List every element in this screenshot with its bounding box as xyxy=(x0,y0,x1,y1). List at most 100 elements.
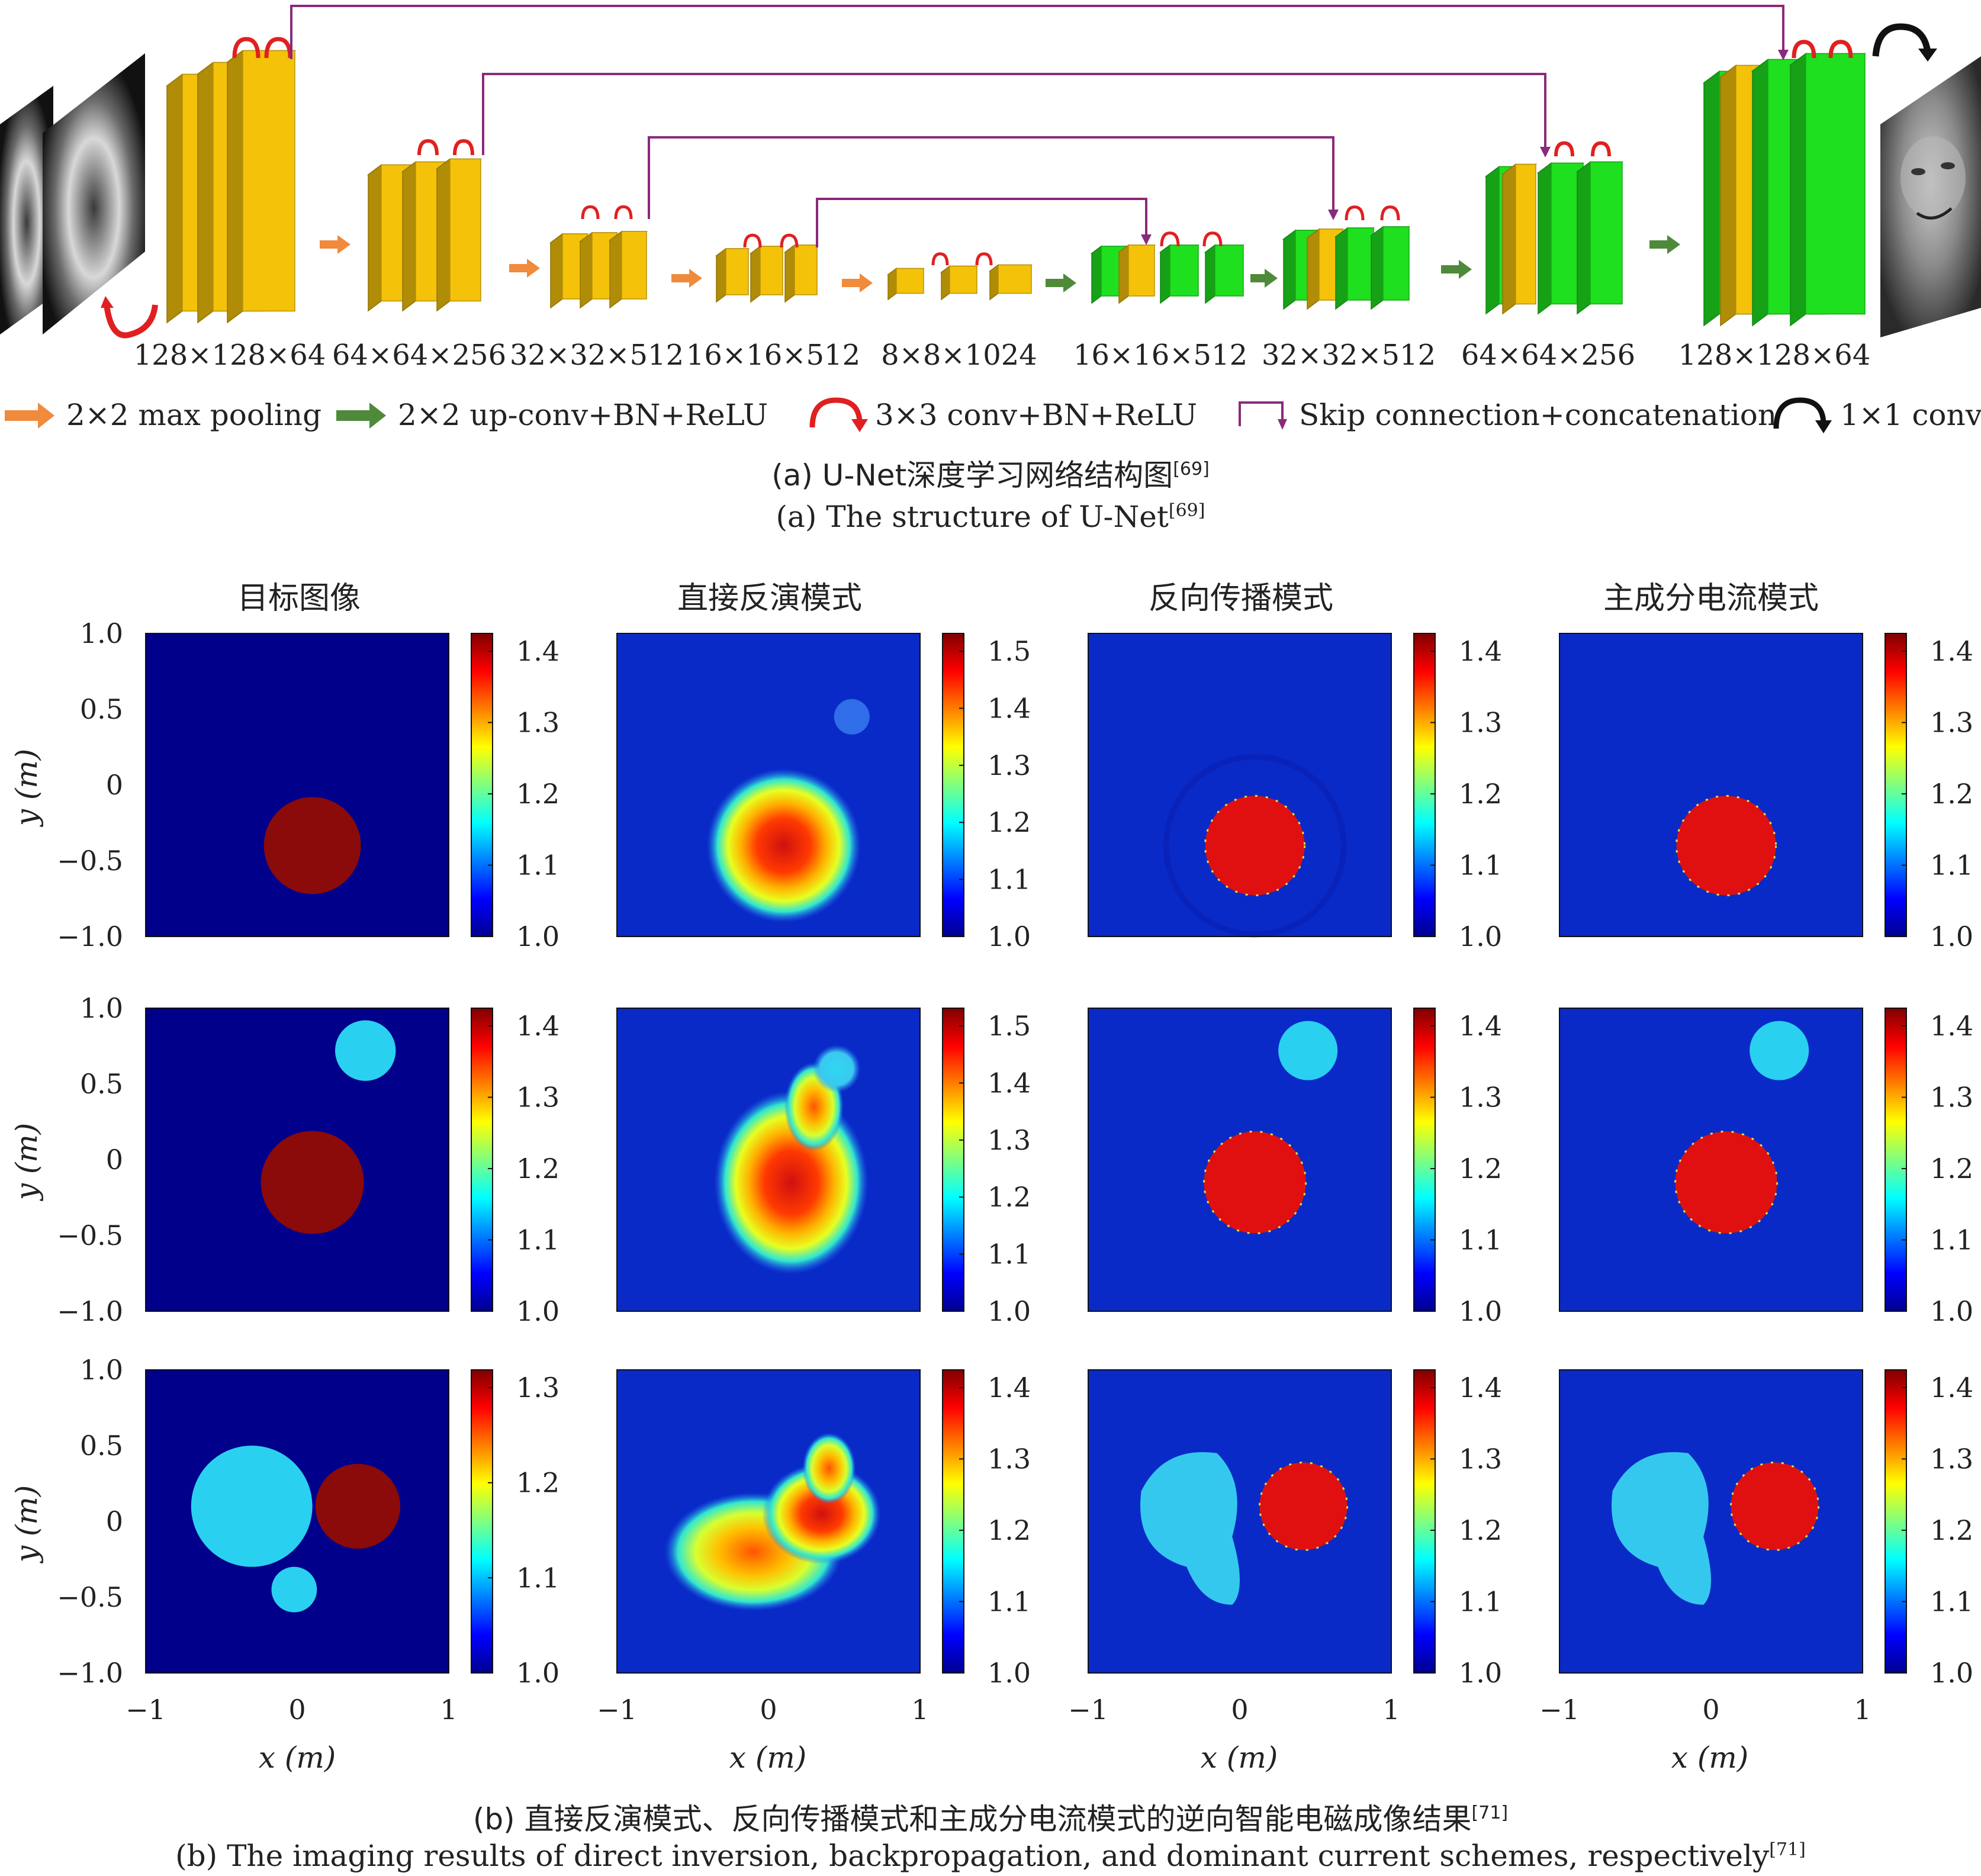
caption-b-en: (b) The imaging results of direct invers… xyxy=(175,1839,1806,1873)
max-pooling-arrow-icon xyxy=(509,259,540,278)
result-panel xyxy=(145,1008,449,1312)
conv-arc-icon xyxy=(264,37,292,59)
reconstruction-blob xyxy=(762,1463,881,1565)
result-panels: 1.41.31.21.11.01.51.41.31.21.11.01.41.31… xyxy=(57,617,1973,1726)
scatterer-disk xyxy=(191,1446,313,1567)
x-tick-label: −1 xyxy=(126,1694,166,1726)
skip-connection-line xyxy=(648,136,1339,220)
reconstruction-blob xyxy=(706,768,861,923)
y-axis-label: y (m) xyxy=(9,749,44,828)
scatterer-disk xyxy=(1204,794,1306,896)
x-axis-labels: x (m) x (m) x (m) x (m) xyxy=(259,1740,1749,1775)
colorbar-tick-label: 1.4 xyxy=(1459,635,1502,667)
colorbar-gradient xyxy=(942,1008,964,1312)
colorbar-gradient xyxy=(471,1369,493,1674)
feature-map-slab xyxy=(988,264,1033,301)
green-arrow-icon xyxy=(336,403,386,429)
y-tick-label: 0 xyxy=(106,1505,123,1537)
column-title: 直接反演模式 xyxy=(677,581,862,616)
caption-a-en-ref: [69] xyxy=(1169,500,1205,521)
result-panel xyxy=(616,1369,921,1674)
feature-map-slab xyxy=(940,265,979,301)
colorbar-gradient xyxy=(1884,1369,1907,1674)
colorbar-tick-label: 1.4 xyxy=(1459,1010,1502,1042)
x-tick-label: 0 xyxy=(760,1694,777,1726)
y-tick-label: −1.0 xyxy=(57,1295,123,1327)
scatterer-disk xyxy=(335,1020,396,1081)
colorbar-gradient xyxy=(1884,633,1907,937)
scatterer-disk xyxy=(1730,1461,1820,1551)
x-tick-label: 1 xyxy=(1854,1694,1871,1726)
conv-arc-icon xyxy=(1554,141,1574,157)
colorbar-gradient xyxy=(942,633,964,937)
y-tick-label: 0 xyxy=(106,1144,123,1176)
conv-arc-icon xyxy=(104,304,158,339)
red-arc-arrow-icon xyxy=(809,397,868,432)
colorbar-tick-label: 1.3 xyxy=(988,1124,1031,1156)
scatterer-disk xyxy=(1750,1021,1809,1080)
result-panel xyxy=(1559,1369,1863,1674)
colorbar-gradient xyxy=(1884,1008,1907,1312)
colorbar-tick-label: 1.3 xyxy=(1930,707,1973,739)
layer-size-label: 16×16×512 xyxy=(686,339,860,372)
colorbar-tick-label: 1.5 xyxy=(988,1010,1031,1042)
colorbar-gradient xyxy=(1413,1369,1436,1674)
x-tick-label: 0 xyxy=(1702,1694,1719,1726)
y-tick-label: 0.5 xyxy=(80,1068,123,1100)
feature-map-slab xyxy=(435,158,483,312)
feature-map-slab xyxy=(1369,226,1411,310)
layer-size-label: 128×128×64 xyxy=(1678,339,1871,372)
colorbar-tick-label: 1.1 xyxy=(988,864,1031,896)
colorbar-tick-label: 1.5 xyxy=(988,635,1031,667)
colorbar: 1.4 1.3 1.2 1.1 1.0 xyxy=(1884,1369,1973,1689)
reconstruction-blob xyxy=(1612,1452,1711,1605)
colorbar-tick-label: 1.0 xyxy=(516,1657,559,1689)
y-tick-label: −0.5 xyxy=(57,1581,123,1613)
colorbar-tick-label: 1.3 xyxy=(516,1082,559,1114)
feature-map-slab xyxy=(715,247,750,303)
colorbar-tick-label: 1.1 xyxy=(1459,1224,1502,1256)
y-tick-label: 1.0 xyxy=(80,617,123,649)
feature-map-slab xyxy=(226,50,297,324)
colorbar-tick-label: 1.0 xyxy=(988,1657,1031,1689)
feature-map-slab xyxy=(783,244,819,303)
feature-map-slab xyxy=(1575,161,1624,315)
panel-frame xyxy=(145,633,449,937)
y-tick-label: 0 xyxy=(106,769,123,801)
panel-frame xyxy=(1559,1008,1863,1312)
x-tick-label: 1 xyxy=(911,1694,928,1726)
y-axis-label: y (m) xyxy=(9,1485,44,1564)
x-tick-label: 0 xyxy=(1231,1694,1248,1726)
colorbar: 1.4 1.3 1.2 1.1 1.0 xyxy=(1884,1008,1973,1327)
layer-size-label: 64×64×256 xyxy=(332,339,506,372)
colorbar-tick-label: 1.4 xyxy=(1930,635,1973,667)
colorbar-tick-label: 1.3 xyxy=(1930,1082,1973,1114)
colorbar-tick-label: 1.1 xyxy=(988,1586,1031,1618)
colorbar-tick-label: 1.2 xyxy=(988,1181,1031,1213)
panel-frame xyxy=(1559,1369,1863,1674)
feature-map-slab xyxy=(886,268,925,301)
colorbar-tick-label: 1.4 xyxy=(516,1010,559,1042)
x-tick-label: 0 xyxy=(288,1694,305,1726)
feature-map-slab xyxy=(578,231,619,309)
skip-connection-icon xyxy=(1239,401,1287,430)
legend-label: 1×1 conv xyxy=(1840,398,1981,432)
panel-frame xyxy=(616,1369,921,1674)
colorbar-tick-label: 1.0 xyxy=(988,921,1031,953)
colorbar-tick-label: 1.2 xyxy=(1459,1153,1502,1185)
conv-arc-icon xyxy=(1380,205,1400,221)
y-tick-label: −0.5 xyxy=(57,845,123,877)
panel-frame xyxy=(1088,1008,1392,1312)
colorbar-tick-label: 1.1 xyxy=(1459,1586,1502,1618)
y-tick-label: 1.0 xyxy=(80,1354,123,1386)
panel-background xyxy=(1559,1370,1863,1673)
colorbar-tick-label: 1.0 xyxy=(1930,921,1973,953)
result-panel xyxy=(1559,633,1863,937)
caption-b: (b) 直接反演模式、反向传播模式和主成分电流模式的逆向智能电磁成像结果[71]… xyxy=(175,1802,1806,1873)
colorbar-tick-label: 1.2 xyxy=(516,1153,559,1185)
scatterer-disk xyxy=(1674,1130,1779,1234)
legend-label: 2×2 up-conv+BN+ReLU xyxy=(398,398,768,432)
column-titles: 目标图像 直接反演模式 反向传播模式 主成分电流模式 xyxy=(237,581,1819,616)
colorbar: 1.5 1.4 1.3 1.2 1.1 1.0 xyxy=(942,1008,1031,1327)
colorbar: 1.4 1.3 1.2 1.1 1.0 xyxy=(1413,1008,1502,1327)
